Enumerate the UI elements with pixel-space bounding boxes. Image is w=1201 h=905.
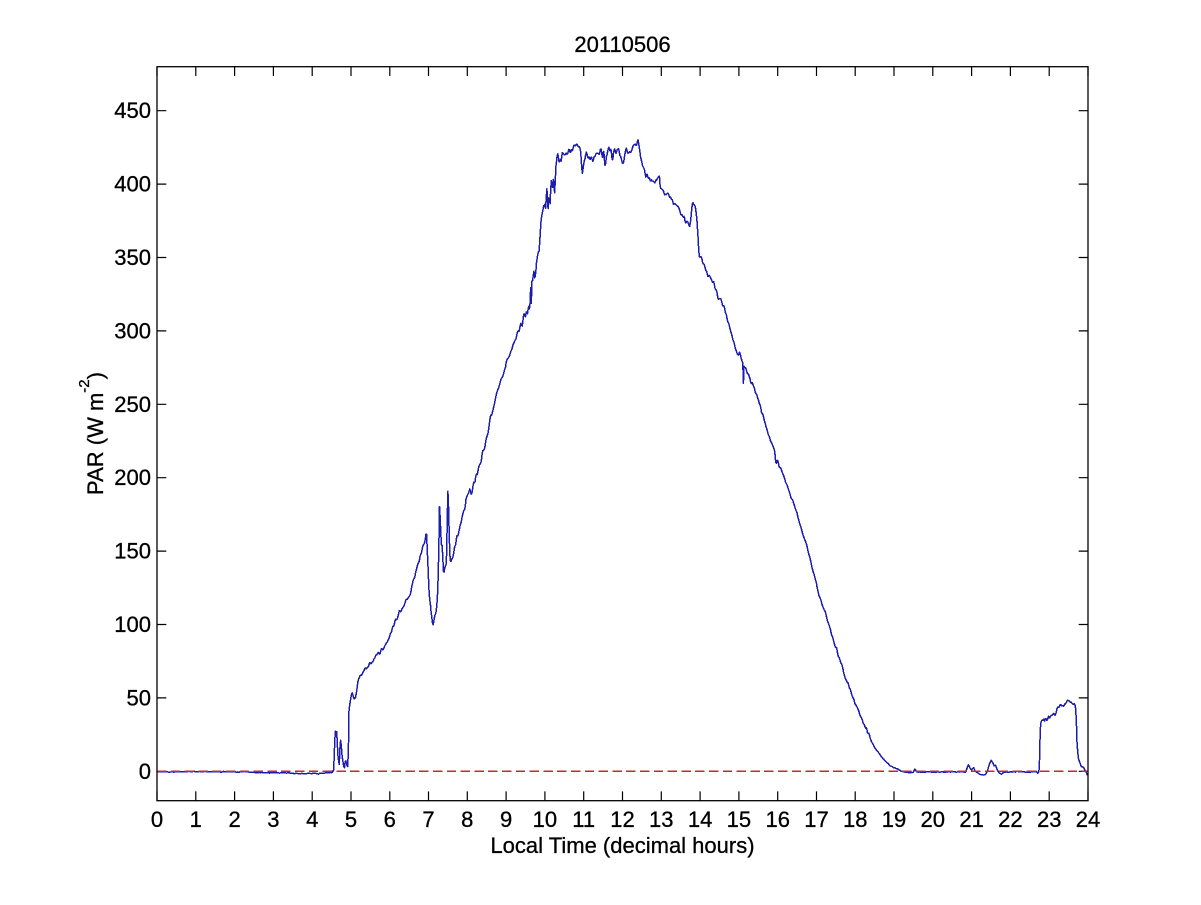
- svg-text:18: 18: [843, 807, 867, 832]
- svg-text:200: 200: [114, 465, 151, 490]
- svg-text:7: 7: [422, 807, 434, 832]
- svg-text:8: 8: [461, 807, 473, 832]
- svg-text:21: 21: [959, 807, 983, 832]
- svg-text:20110506: 20110506: [574, 32, 670, 57]
- svg-text:9: 9: [500, 807, 512, 832]
- svg-text:14: 14: [688, 807, 712, 832]
- svg-text:4: 4: [306, 807, 318, 832]
- svg-text:22: 22: [998, 807, 1022, 832]
- svg-text:6: 6: [384, 807, 396, 832]
- svg-text:450: 450: [114, 98, 151, 123]
- svg-text:16: 16: [765, 807, 789, 832]
- svg-text:15: 15: [727, 807, 751, 832]
- svg-text:13: 13: [649, 807, 673, 832]
- svg-text:150: 150: [114, 539, 151, 564]
- svg-text:12: 12: [610, 807, 634, 832]
- svg-text:250: 250: [114, 392, 151, 417]
- svg-text:1: 1: [190, 807, 202, 832]
- svg-text:24: 24: [1076, 807, 1100, 832]
- svg-text:5: 5: [345, 807, 357, 832]
- svg-text:10: 10: [533, 807, 557, 832]
- svg-text:2: 2: [228, 807, 240, 832]
- svg-text:100: 100: [114, 612, 151, 637]
- svg-text:11: 11: [572, 807, 595, 832]
- svg-text:50: 50: [127, 685, 151, 710]
- svg-text:17: 17: [804, 807, 828, 832]
- svg-text:300: 300: [114, 318, 151, 343]
- svg-text:400: 400: [114, 172, 151, 197]
- svg-text:3: 3: [267, 807, 279, 832]
- svg-text:0: 0: [139, 759, 151, 784]
- svg-text:20: 20: [921, 807, 945, 832]
- svg-text:350: 350: [114, 245, 151, 270]
- svg-text:Local Time (decimal hours): Local Time (decimal hours): [490, 833, 754, 858]
- svg-text:0: 0: [151, 807, 163, 832]
- svg-text:19: 19: [882, 807, 906, 832]
- svg-text:23: 23: [1037, 807, 1061, 832]
